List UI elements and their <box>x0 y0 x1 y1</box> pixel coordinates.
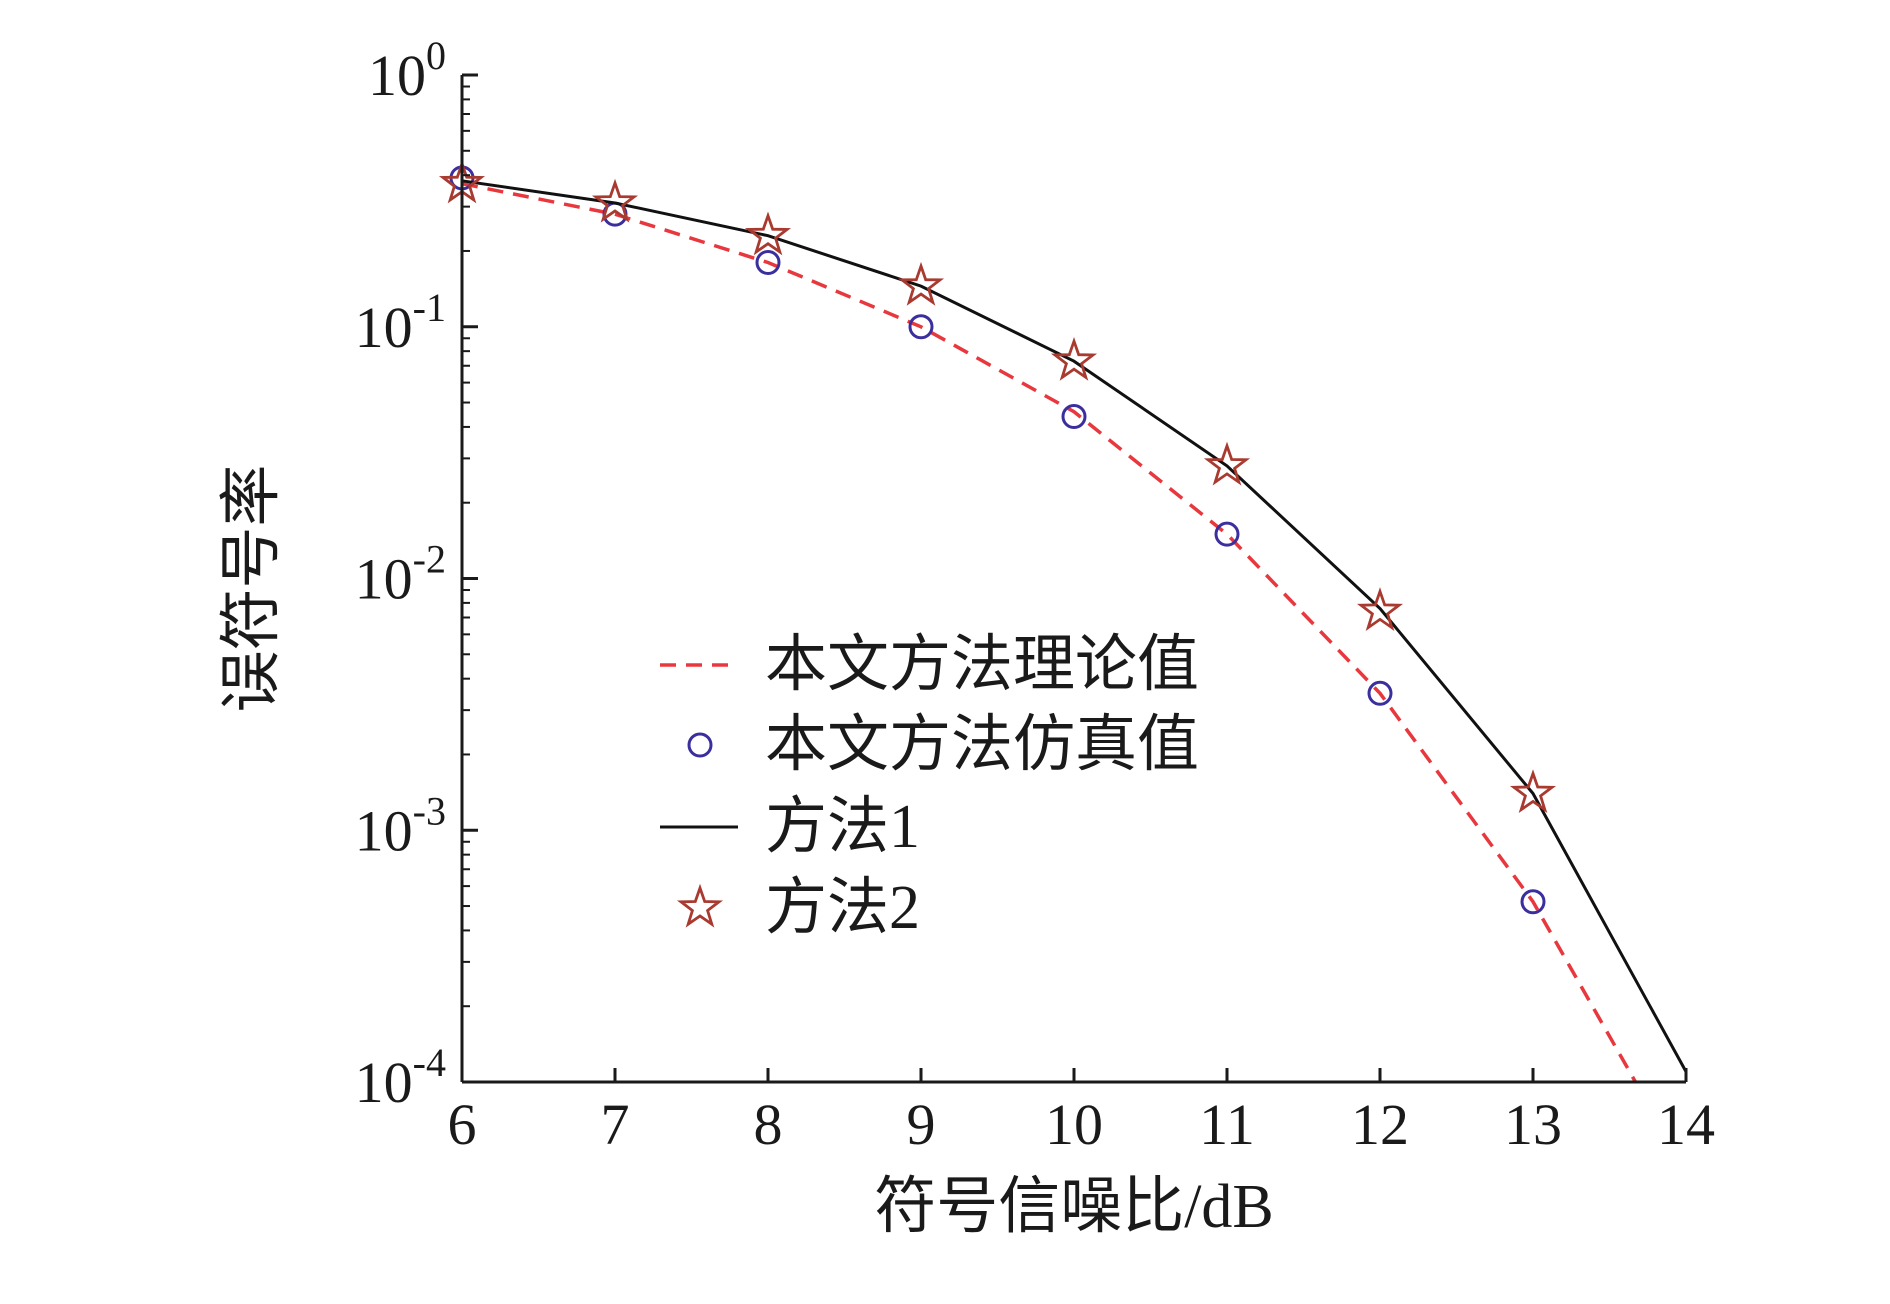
legend-swatch-star <box>676 883 724 928</box>
x-tick-label: 12 <box>1351 1092 1409 1157</box>
circle-marker <box>1367 680 1393 706</box>
x-tick-label: 8 <box>754 1092 783 1157</box>
y-tick-base: 10 <box>355 1050 413 1115</box>
x-tick-label: 6 <box>448 1092 477 1157</box>
x-tick-label: 14 <box>1657 1092 1715 1157</box>
star-marker <box>897 261 945 306</box>
y-tick-label: 10-1 <box>355 285 446 360</box>
x-tick-label: 7 <box>601 1092 630 1157</box>
y-tick-label: 10-4 <box>355 1040 446 1115</box>
legend-item: 方法1 <box>660 793 920 861</box>
y-tick-label: 10-3 <box>355 788 446 863</box>
circle-marker <box>1061 404 1087 430</box>
y-tick-base: 10 <box>355 798 413 863</box>
series-1 <box>461 181 1638 1083</box>
y-axis-title: 误符号率 <box>218 464 286 712</box>
y-tick-exponent: -1 <box>413 285 446 330</box>
legend-label: 本文方法理论值 <box>765 631 1199 699</box>
y-tick-label: 100 <box>368 33 446 108</box>
y-tick-exponent: -3 <box>413 788 446 833</box>
theory-curve <box>461 181 1638 1083</box>
legend-item: 本文方法理论值 <box>660 631 1199 699</box>
legend-item: 本文方法仿真值 <box>687 711 1199 779</box>
star-marker <box>591 178 639 223</box>
y-tick-exponent: 0 <box>426 33 446 78</box>
series-3 <box>461 179 1688 1073</box>
y-tick-exponent: -4 <box>413 1040 446 1085</box>
star-marker <box>1509 769 1557 814</box>
x-tick-label: 9 <box>907 1092 936 1157</box>
y-tick-base: 10 <box>355 547 413 612</box>
x-axis-title: 符号信噪比/dB <box>874 1173 1274 1241</box>
x-tick-label: 10 <box>1045 1092 1103 1157</box>
circle-marker <box>1520 889 1546 915</box>
y-tick-label: 10-2 <box>355 537 446 612</box>
x-tick-label: 11 <box>1199 1092 1255 1157</box>
y-tick-base: 10 <box>368 43 426 108</box>
legend-label: 方法1 <box>765 793 920 861</box>
circle-marker <box>908 314 934 340</box>
circle-marker <box>1214 521 1240 547</box>
star-marker <box>1203 441 1251 486</box>
star-marker <box>744 211 792 256</box>
legend-swatch-circle <box>687 732 713 758</box>
circle-marker <box>755 249 781 275</box>
y-tick-base: 10 <box>355 295 413 360</box>
legend-label: 本文方法仿真值 <box>765 711 1199 779</box>
method1-curve <box>461 179 1688 1073</box>
plot-series-group <box>438 159 1688 1083</box>
x-tick-label: 13 <box>1504 1092 1562 1157</box>
star-marker <box>1356 587 1404 632</box>
star-marker <box>1050 336 1098 381</box>
series-4 <box>438 159 1557 814</box>
legend-label: 方法2 <box>765 874 920 942</box>
series-2 <box>449 165 1546 915</box>
y-tick-exponent: -2 <box>413 537 446 582</box>
legend-item: 方法2 <box>676 874 920 942</box>
